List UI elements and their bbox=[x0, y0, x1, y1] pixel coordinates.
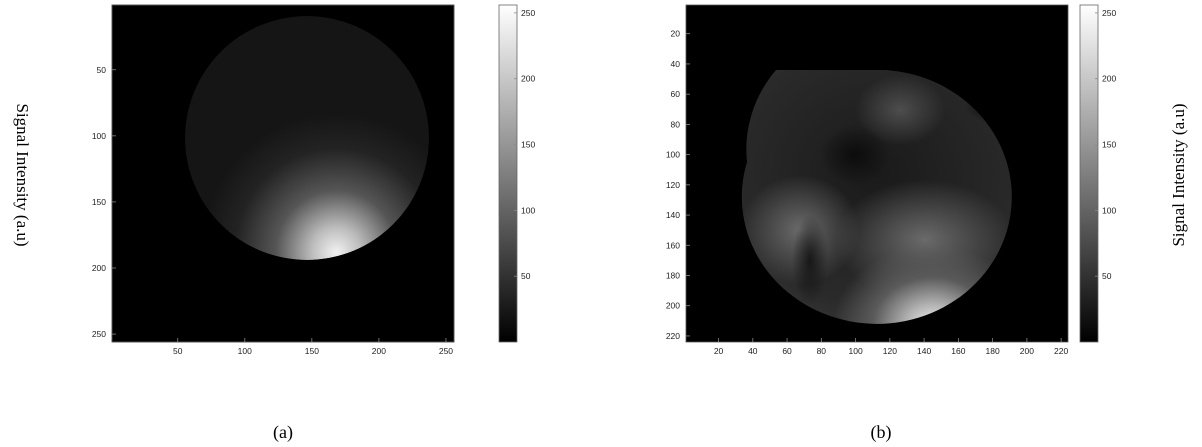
x-tick-label: 60 bbox=[782, 346, 792, 356]
x-tick-label: 120 bbox=[883, 346, 897, 356]
x-tick-label: 180 bbox=[986, 346, 1000, 356]
panel-a-colorbar-ticks: 50 100 150 200 250 bbox=[514, 8, 535, 281]
panel-b-frame bbox=[685, 4, 1069, 343]
x-tick-label: 100 bbox=[848, 346, 862, 356]
colorbar-tick-label: 250 bbox=[521, 8, 535, 18]
x-tick-label: 50 bbox=[173, 346, 183, 356]
x-tick-label: 160 bbox=[951, 346, 965, 356]
x-tick-label: 250 bbox=[439, 346, 453, 356]
y-tick-label: 100 bbox=[666, 150, 680, 160]
panel-b-caption: (b) bbox=[871, 422, 892, 443]
x-tick-label: 80 bbox=[817, 346, 827, 356]
colorbar-tick-label: 50 bbox=[1102, 271, 1112, 281]
y-tick-label: 250 bbox=[92, 329, 106, 339]
panel-a-xticks: 50 100 150 200 250 bbox=[173, 338, 453, 356]
colorbar-tick-label: 100 bbox=[1102, 205, 1116, 215]
y-tick-label: 140 bbox=[666, 210, 680, 220]
colorbar-tick-label: 150 bbox=[521, 140, 535, 150]
x-tick-label: 200 bbox=[1020, 346, 1034, 356]
y-tick-label: 150 bbox=[92, 197, 106, 207]
panel-a-ylabel: Signal Intensity (a.u) bbox=[13, 103, 32, 246]
x-tick-label: 220 bbox=[1054, 346, 1068, 356]
x-tick-label: 20 bbox=[714, 346, 724, 356]
x-tick-label: 100 bbox=[238, 346, 252, 356]
colorbar-tick-label: 250 bbox=[1102, 8, 1116, 18]
y-tick-label: 200 bbox=[666, 301, 680, 311]
panel-b-colorbar-ticks: 50 100 150 200 250 bbox=[1095, 8, 1116, 281]
y-tick-label: 80 bbox=[671, 119, 681, 129]
colorbar-tick-label: 200 bbox=[1102, 74, 1116, 84]
x-tick-label: 140 bbox=[917, 346, 931, 356]
panel-a-frame bbox=[111, 4, 455, 343]
panel-b-ylabel: Signal Intensity (a.u) bbox=[1169, 103, 1188, 246]
x-tick-label: 150 bbox=[305, 346, 319, 356]
panel-b-yticks: 20 40 60 80 100 120 140 160 180 200 220 bbox=[666, 29, 690, 341]
y-tick-label: 200 bbox=[92, 263, 106, 273]
panel-b-colorbar bbox=[1079, 4, 1099, 343]
y-tick-label: 120 bbox=[666, 180, 680, 190]
y-tick-label: 180 bbox=[666, 271, 680, 281]
y-tick-label: 160 bbox=[666, 240, 680, 250]
panel-a-yticks: 50 100 150 200 250 bbox=[92, 65, 116, 339]
panel-b: 20 40 60 80 100 120 140 160 180 200 220 20 40 60 80 10… bbox=[666, 4, 1188, 443]
panel-a-caption: (a) bbox=[273, 422, 293, 443]
panel-b-xticks: 20 40 60 80 100 120 140 160 180 200 220 bbox=[714, 338, 1069, 356]
x-tick-label: 40 bbox=[748, 346, 758, 356]
y-tick-label: 220 bbox=[666, 331, 680, 341]
panel-a-colorbar bbox=[498, 4, 518, 343]
colorbar-tick-label: 50 bbox=[521, 271, 531, 281]
y-tick-label: 100 bbox=[92, 131, 106, 141]
colorbar-tick-label: 200 bbox=[521, 74, 535, 84]
y-tick-label: 20 bbox=[671, 29, 681, 39]
panel-a-phantom bbox=[185, 16, 429, 260]
x-tick-label: 200 bbox=[372, 346, 386, 356]
y-tick-label: 50 bbox=[97, 65, 107, 75]
y-tick-label: 60 bbox=[671, 89, 681, 99]
colorbar-tick-label: 100 bbox=[521, 205, 535, 215]
colorbar-tick-label: 150 bbox=[1102, 140, 1116, 150]
panel-a: 50 100 150 200 250 50 100 150 200 250 50 100 150 20… bbox=[13, 4, 535, 443]
y-tick-label: 40 bbox=[671, 59, 681, 69]
